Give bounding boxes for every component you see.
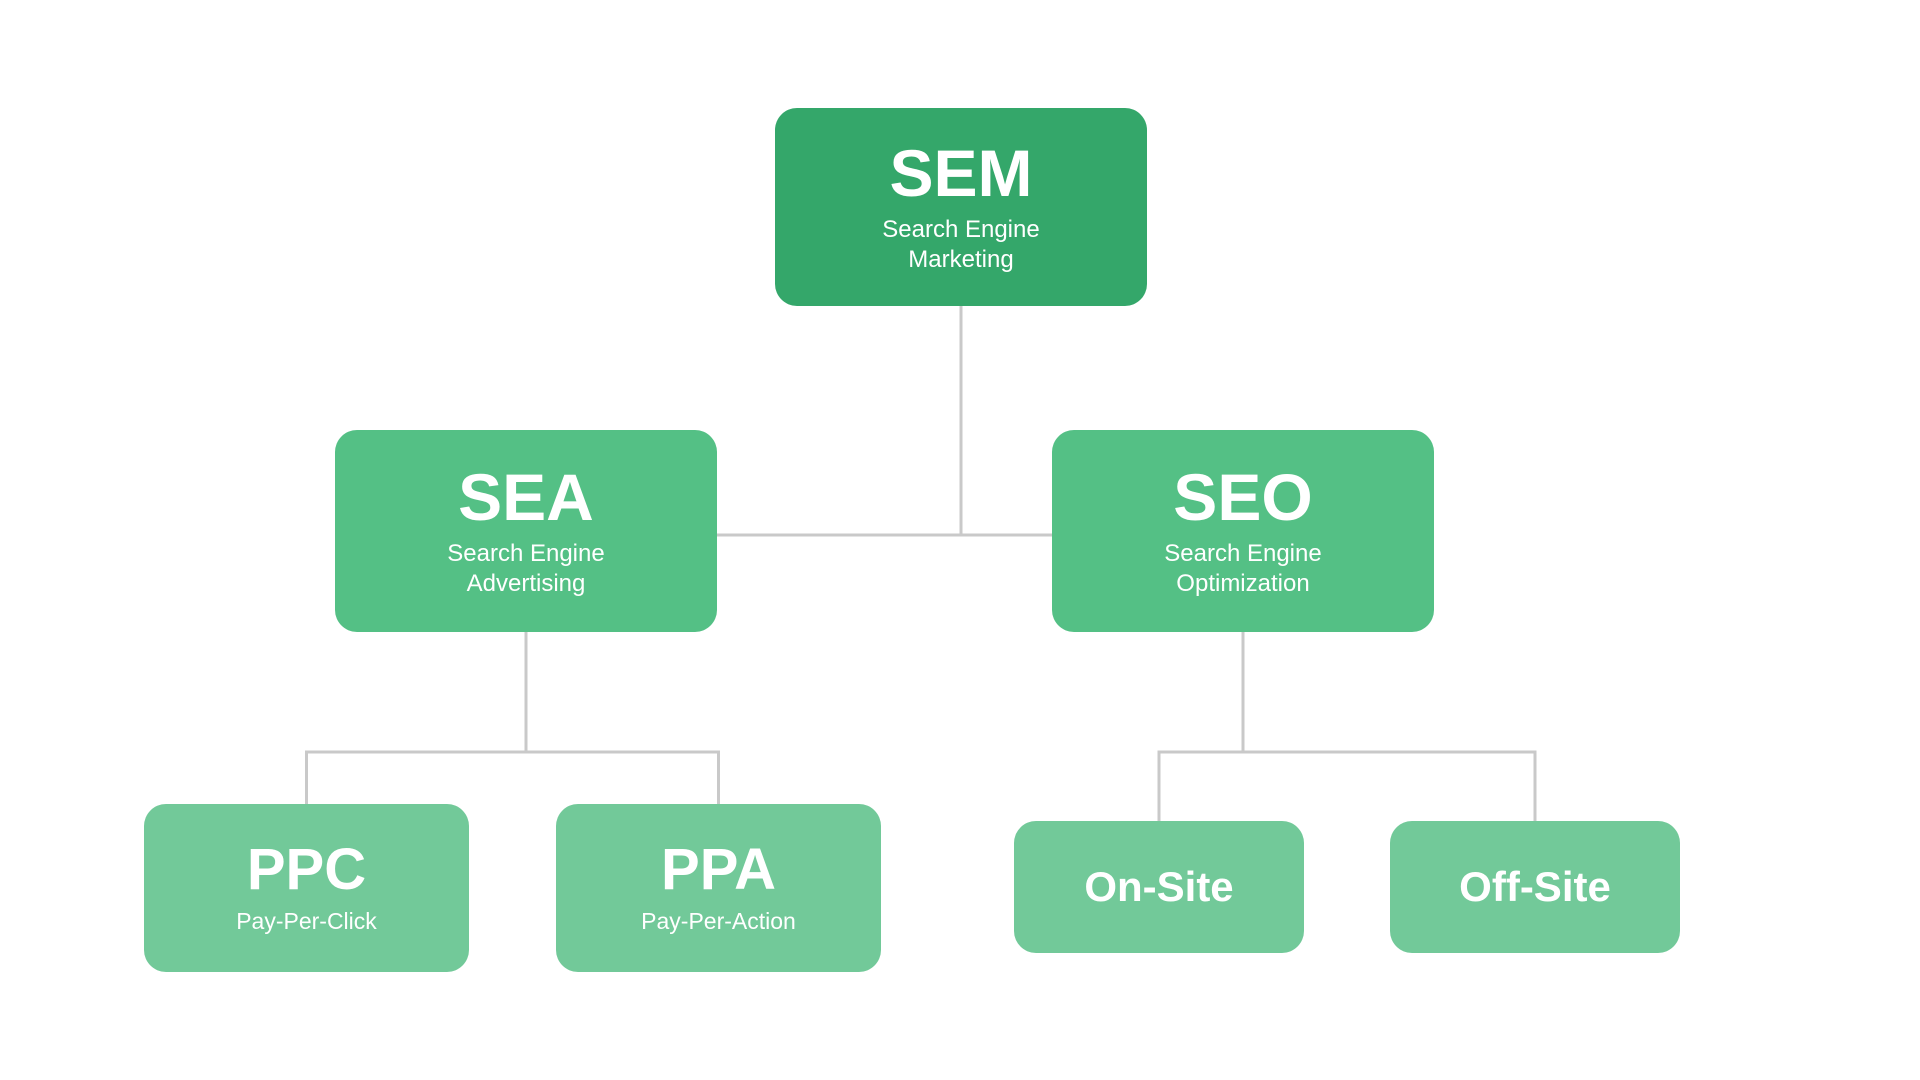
node-onsite-title: On-Site [1084, 865, 1233, 909]
node-sem-subtitle: Search Engine Marketing [882, 215, 1039, 275]
node-sem: SEM Search Engine Marketing [775, 108, 1147, 306]
node-ppc-title: PPC [247, 840, 366, 901]
node-ppc: PPC Pay-Per-Click [144, 804, 469, 972]
node-ppc-subtitle: Pay-Per-Click [236, 907, 377, 936]
node-sea-subtitle: Search Engine Advertising [447, 539, 604, 599]
node-onsite: On-Site [1014, 821, 1304, 953]
node-ppa: PPA Pay-Per-Action [556, 804, 881, 972]
node-seo: SEO Search Engine Optimization [1052, 430, 1434, 632]
node-sea-title: SEA [458, 463, 594, 532]
node-offsite-title: Off-Site [1459, 865, 1611, 909]
node-seo-subtitle: Search Engine Optimization [1164, 539, 1321, 599]
node-sea: SEA Search Engine Advertising [335, 430, 717, 632]
node-ppa-subtitle: Pay-Per-Action [641, 907, 796, 936]
node-offsite: Off-Site [1390, 821, 1680, 953]
node-sem-title: SEM [889, 139, 1032, 208]
node-seo-title: SEO [1173, 463, 1312, 532]
node-ppa-title: PPA [661, 840, 776, 901]
diagram-stage: SEM Search Engine Marketing SEA Search Engi… [0, 0, 1920, 1080]
